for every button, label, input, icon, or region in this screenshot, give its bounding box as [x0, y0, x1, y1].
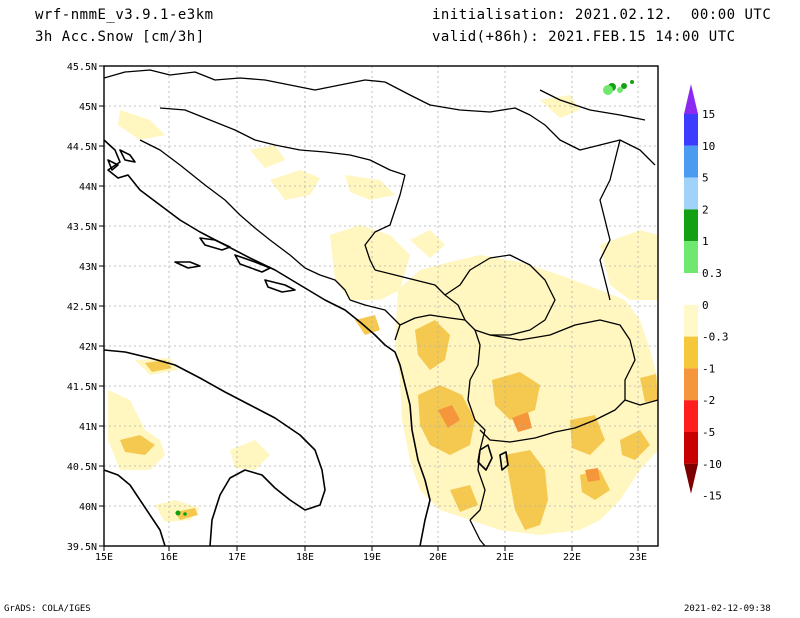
snow-light-areas [108, 95, 658, 535]
colorbar-box [684, 209, 698, 242]
colorbar-box [684, 400, 698, 432]
lon-label: 18E [296, 552, 314, 563]
lat-label: 41N [79, 422, 97, 433]
colorbar: 15 10 5 2 1 0.3 0 -0.3 -1 -2 -5 -10 -15 [684, 84, 729, 503]
lat-label: 42.5N [67, 302, 97, 313]
colorbar-label: -10 [702, 458, 722, 471]
axis-ticks [99, 65, 639, 551]
lat-label: 44.5N [67, 142, 97, 153]
init-time: initialisation: 2021.02.12. 00:00 UTC [432, 7, 772, 23]
lat-label: 42N [79, 342, 97, 353]
graticule [104, 66, 658, 546]
colorbar-label: -0.3 [702, 331, 729, 344]
lat-label: 40N [79, 502, 97, 513]
lon-label: 21E [496, 552, 514, 563]
colorbar-label: 2 [702, 203, 709, 216]
footer-timestamp: 2021-02-12-09:38 [684, 604, 771, 614]
country-borders [104, 69, 658, 546]
colorbar-box [684, 273, 698, 305]
colorbar-label: 10 [702, 140, 715, 153]
colorbar-box [684, 304, 698, 337]
colorbar-label: 0 [702, 299, 709, 312]
latitude-labels: 45.5N 45N 44.5N 44N 43.5N 43N 42.5N 42N … [67, 62, 97, 553]
longitude-labels: 15E 16E 17E 18E 19E 20E 21E 22E 23E [95, 552, 647, 563]
colorbar-boxes [684, 84, 698, 494]
valid-time: valid(+86h): 2021.FEB.15 14:00 UTC [432, 29, 736, 45]
colorbar-bottom-arrow [684, 463, 698, 494]
colorbar-box [684, 145, 698, 178]
colorbar-label: -15 [702, 490, 722, 503]
lon-label: 15E [95, 552, 113, 563]
lat-label: 44N [79, 182, 97, 193]
snow-field [108, 80, 658, 535]
snow-heavy-areas [438, 405, 600, 482]
colorbar-box [684, 241, 698, 273]
lon-label: 20E [429, 552, 447, 563]
model-title: wrf-nmmE_v3.9.1-e3km [35, 7, 214, 23]
coastlines [104, 139, 509, 546]
colorbar-top-arrow [684, 84, 698, 114]
lat-label: 43.5N [67, 222, 97, 233]
lon-label: 22E [563, 552, 581, 563]
colorbar-box [684, 114, 698, 146]
footer-credit: GrADS: COLA/IGES [4, 604, 91, 614]
colorbar-labels: 15 10 5 2 1 0.3 0 -0.3 -1 -2 -5 -10 -15 [702, 108, 729, 503]
colorbar-label: -5 [702, 426, 715, 439]
colorbar-box [684, 336, 698, 369]
colorbar-box [684, 432, 698, 464]
colorbar-label: -2 [702, 394, 715, 407]
colorbar-label: -1 [702, 362, 715, 375]
colorbar-label: 1 [702, 235, 709, 248]
lat-label: 45N [79, 102, 97, 113]
colorbar-box [684, 177, 698, 210]
snow-lightgreen-spots [603, 85, 623, 95]
colorbar-label: 5 [702, 172, 709, 185]
lon-label: 17E [228, 552, 246, 563]
lon-label: 16E [160, 552, 178, 563]
colorbar-box [684, 368, 698, 401]
lon-label: 19E [363, 552, 381, 563]
lat-label: 41.5N [67, 382, 97, 393]
colorbar-label: 0.3 [702, 267, 722, 280]
lon-label: 23E [629, 552, 647, 563]
lat-label: 40.5N [67, 462, 97, 473]
lat-label: 39.5N [67, 542, 97, 553]
lat-label: 43N [79, 262, 97, 273]
field-title: 3h Acc.Snow [cm/3h] [35, 29, 205, 45]
lat-label: 45.5N [67, 62, 97, 73]
colorbar-label: 15 [702, 108, 715, 121]
